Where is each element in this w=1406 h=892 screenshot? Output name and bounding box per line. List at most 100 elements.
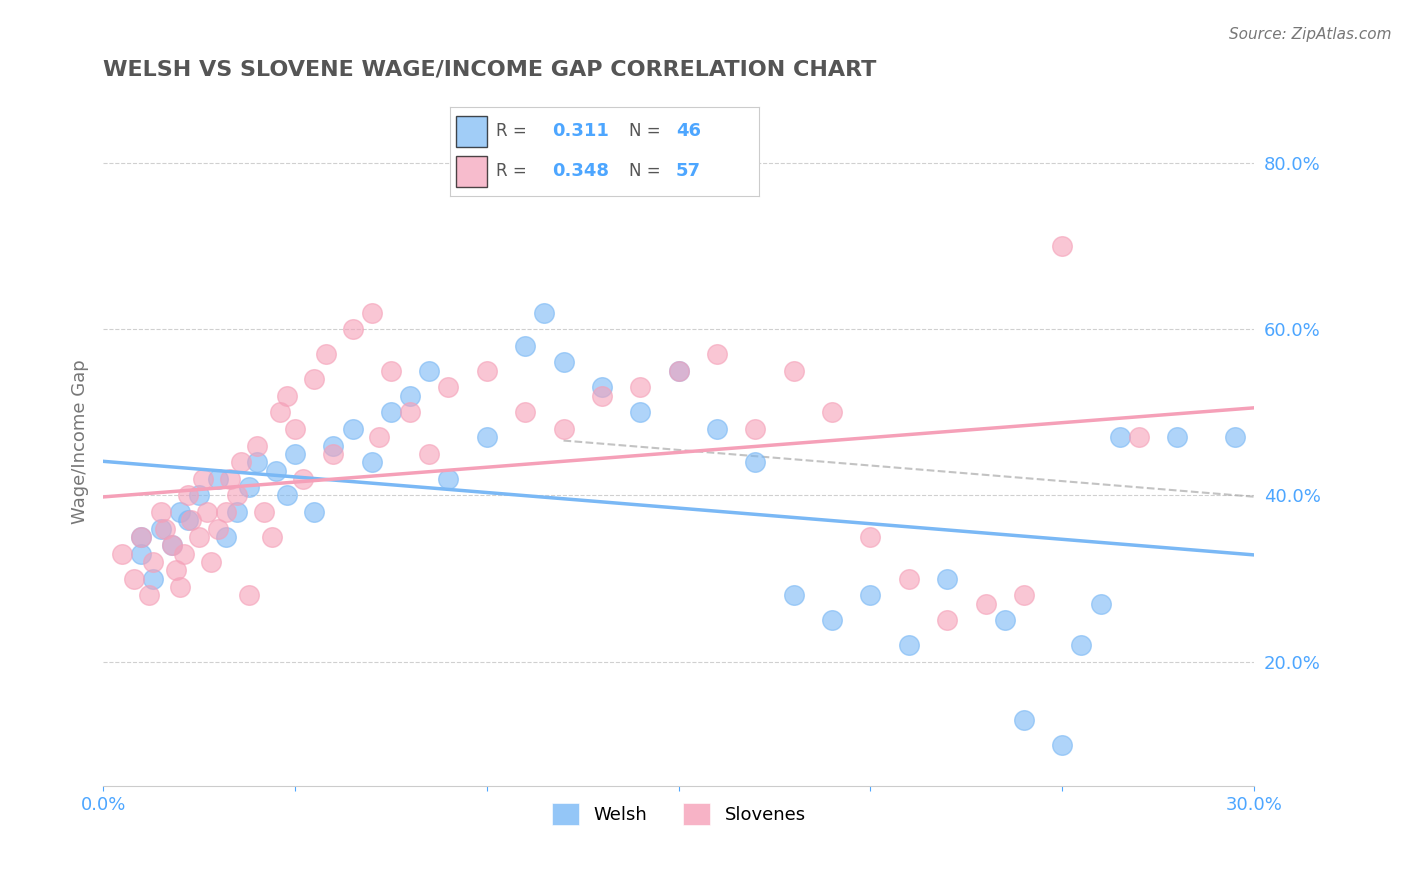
Point	[783, 364, 806, 378]
Point	[475, 430, 498, 444]
Point	[475, 364, 498, 378]
Point	[591, 389, 613, 403]
Point	[859, 588, 882, 602]
Y-axis label: Wage/Income Gap: Wage/Income Gap	[72, 359, 89, 524]
Text: R =: R =	[496, 122, 527, 140]
Point	[149, 505, 172, 519]
Point	[180, 513, 202, 527]
Point	[706, 347, 728, 361]
Point	[160, 538, 183, 552]
Point	[138, 588, 160, 602]
Point	[1090, 597, 1112, 611]
Point	[215, 530, 238, 544]
Point	[553, 355, 575, 369]
Point	[437, 380, 460, 394]
Point	[515, 339, 537, 353]
Point	[302, 372, 325, 386]
FancyBboxPatch shape	[456, 156, 486, 187]
Point	[188, 488, 211, 502]
Point	[322, 447, 344, 461]
Point	[1223, 430, 1246, 444]
Point	[200, 555, 222, 569]
Point	[515, 405, 537, 419]
Point	[276, 488, 298, 502]
Point	[380, 405, 402, 419]
Point	[245, 439, 267, 453]
Point	[1052, 738, 1074, 752]
Text: Source: ZipAtlas.com: Source: ZipAtlas.com	[1229, 27, 1392, 42]
Point	[238, 480, 260, 494]
Point	[418, 364, 440, 378]
Text: R =: R =	[496, 162, 527, 180]
Point	[418, 447, 440, 461]
Point	[195, 505, 218, 519]
Point	[1012, 588, 1035, 602]
Point	[342, 322, 364, 336]
Point	[160, 538, 183, 552]
Text: 57: 57	[676, 162, 700, 180]
Text: 0.348: 0.348	[553, 162, 609, 180]
Point	[176, 513, 198, 527]
Point	[1070, 638, 1092, 652]
Point	[936, 572, 959, 586]
Point	[122, 572, 145, 586]
Text: 0.311: 0.311	[553, 122, 609, 140]
Point	[315, 347, 337, 361]
Point	[897, 572, 920, 586]
Point	[260, 530, 283, 544]
Point	[284, 447, 307, 461]
Text: 46: 46	[676, 122, 700, 140]
Point	[744, 455, 766, 469]
Point	[231, 455, 253, 469]
Point	[131, 530, 153, 544]
Text: N =: N =	[630, 122, 661, 140]
Point	[173, 547, 195, 561]
Legend: Welsh, Slovenes: Welsh, Slovenes	[544, 797, 813, 832]
Point	[142, 572, 165, 586]
Point	[360, 305, 382, 319]
Point	[188, 530, 211, 544]
Point	[437, 472, 460, 486]
Point	[994, 613, 1017, 627]
Point	[226, 505, 249, 519]
Point	[821, 613, 844, 627]
Point	[284, 422, 307, 436]
Point	[322, 439, 344, 453]
Point	[165, 563, 187, 577]
Point	[142, 555, 165, 569]
Point	[215, 505, 238, 519]
Point	[238, 588, 260, 602]
Point	[264, 464, 287, 478]
Point	[149, 522, 172, 536]
Point	[783, 588, 806, 602]
Point	[253, 505, 276, 519]
Point	[169, 505, 191, 519]
Point	[169, 580, 191, 594]
Point	[974, 597, 997, 611]
Point	[821, 405, 844, 419]
Point	[897, 638, 920, 652]
Point	[269, 405, 291, 419]
Point	[276, 389, 298, 403]
Point	[706, 422, 728, 436]
Point	[591, 380, 613, 394]
Point	[744, 422, 766, 436]
Point	[533, 305, 555, 319]
Point	[207, 522, 229, 536]
Point	[1052, 239, 1074, 253]
Point	[207, 472, 229, 486]
Point	[218, 472, 240, 486]
Point	[131, 547, 153, 561]
Point	[131, 530, 153, 544]
Point	[360, 455, 382, 469]
FancyBboxPatch shape	[456, 116, 486, 147]
Point	[553, 422, 575, 436]
Point	[111, 547, 134, 561]
Point	[859, 530, 882, 544]
Point	[668, 364, 690, 378]
Point	[153, 522, 176, 536]
Point	[399, 405, 422, 419]
Point	[291, 472, 314, 486]
Point	[342, 422, 364, 436]
Point	[1166, 430, 1188, 444]
